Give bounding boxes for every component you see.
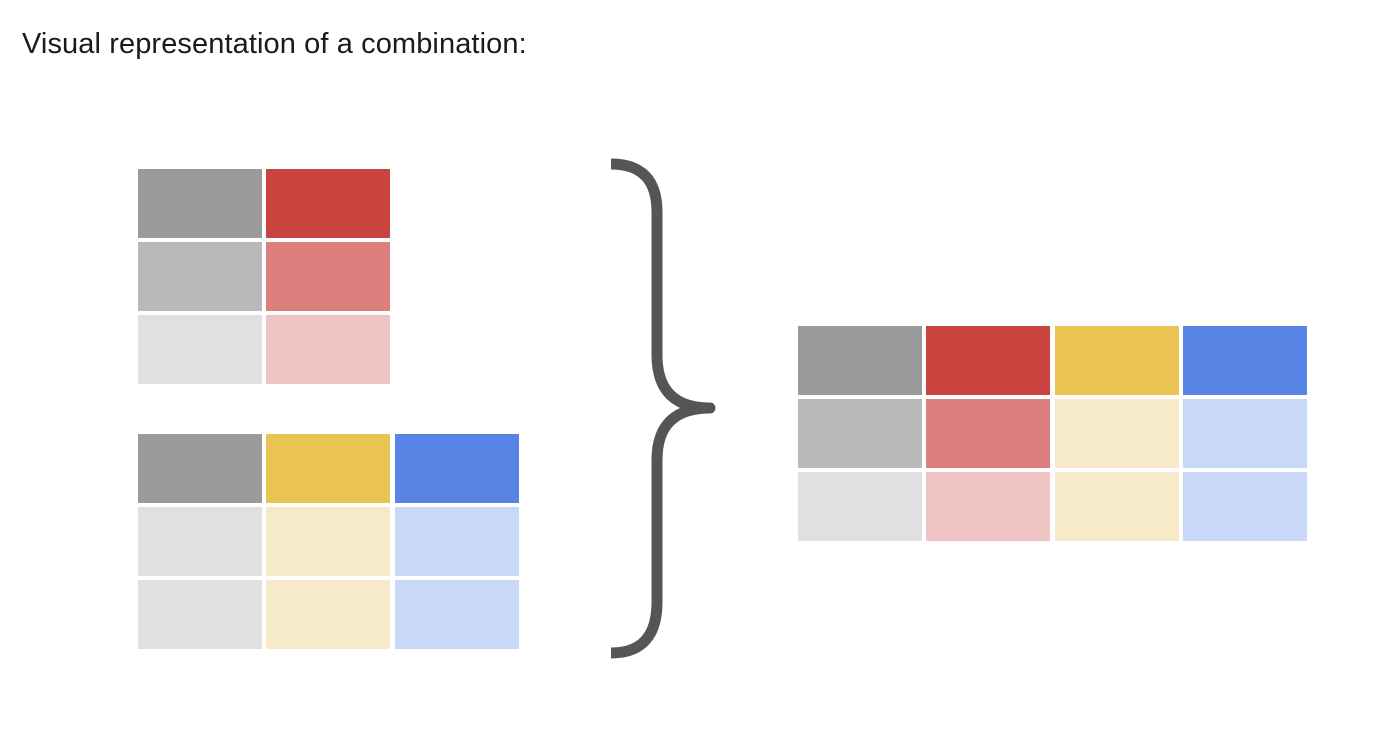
result-cell-r1-c1 [798,326,922,395]
input-table-a [138,169,392,384]
result-cell-r2-c3 [1055,399,1179,468]
result-cell-r1-c2 [926,326,1050,395]
input-table-b [138,434,521,649]
input-a-cell-r2-c2 [266,242,390,311]
result-cell-r3-c3 [1055,472,1179,541]
result-cell-r1-c3 [1055,326,1179,395]
input-b-cell-r1-c1 [138,434,262,503]
input-a-cell-r3-c1 [138,315,262,384]
input-b-cell-r2-c1 [138,507,262,576]
input-b-cell-r3-c1 [138,580,262,649]
input-b-cell-r2-c3 [395,507,519,576]
page-title: Visual representation of a combination: [22,28,527,60]
result-cell-r2-c1 [798,399,922,468]
input-a-cell-r3-c2 [266,315,390,384]
input-b-cell-r2-c2 [266,507,390,576]
right-curly-brace-icon [610,158,716,659]
result-cell-r3-c2 [926,472,1050,541]
result-cell-r2-c2 [926,399,1050,468]
result-cell-r2-c4 [1183,399,1307,468]
input-a-cell-r1-c1 [138,169,262,238]
result-table [798,326,1310,541]
input-a-cell-r1-c2 [266,169,390,238]
result-cell-r3-c1 [798,472,922,541]
input-b-cell-r3-c3 [395,580,519,649]
result-cell-r1-c4 [1183,326,1307,395]
input-a-cell-r2-c1 [138,242,262,311]
result-cell-r3-c4 [1183,472,1307,541]
input-b-cell-r3-c2 [266,580,390,649]
input-b-cell-r1-c3 [395,434,519,503]
input-b-cell-r1-c2 [266,434,390,503]
